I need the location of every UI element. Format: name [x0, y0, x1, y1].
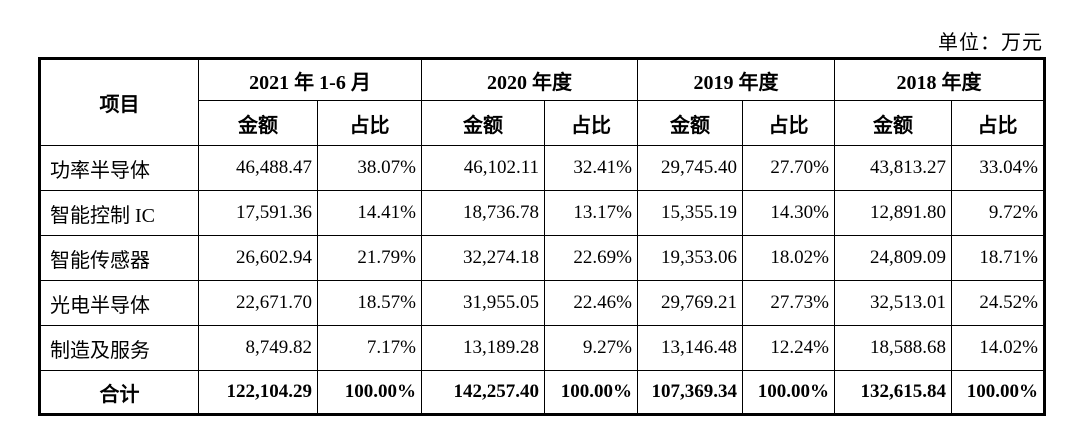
table-row: 制造及服务 8,749.82 7.17% 13,189.28 9.27% 13,…	[39, 325, 1045, 371]
header-row-subcolumns: 金额 占比 金额 占比 金额 占比 金额 占比	[40, 100, 1045, 146]
table-cell: 19,353.06	[637, 235, 743, 281]
table-cell: 46,102.11	[421, 145, 545, 191]
table-cell: 9.27%	[544, 325, 638, 371]
table-cell: 122,104.29	[198, 370, 318, 415]
amount-header: 金额	[421, 100, 545, 146]
row-label: 智能控制 IC	[39, 190, 199, 236]
table-cell: 100.00%	[317, 370, 422, 415]
table-cell: 29,769.21	[637, 280, 743, 326]
table-cell: 22.69%	[544, 235, 638, 281]
year-header-2020: 2020 年度	[421, 58, 638, 101]
table-cell: 17,591.36	[198, 190, 318, 236]
ratio-header: 占比	[742, 100, 835, 146]
total-label: 合计	[39, 370, 199, 415]
ratio-header: 占比	[951, 100, 1045, 146]
table-cell: 24.52%	[951, 280, 1045, 326]
table-cell: 8,749.82	[198, 325, 318, 371]
item-column-header: 项目	[39, 58, 199, 146]
revenue-breakdown-table: 项目 2021 年 1-6 月 2020 年度 2019 年度 2018 年度 …	[38, 57, 1046, 416]
ratio-header: 占比	[544, 100, 638, 146]
row-label: 光电半导体	[39, 280, 199, 326]
table-cell: 27.70%	[742, 145, 835, 191]
table-cell: 142,257.40	[421, 370, 545, 415]
table-cell: 12.24%	[742, 325, 835, 371]
table-cell: 9.72%	[951, 190, 1045, 236]
table-cell: 100.00%	[951, 370, 1045, 415]
table-cell: 13,189.28	[421, 325, 545, 371]
table-cell: 18.02%	[742, 235, 835, 281]
header-row-years: 项目 2021 年 1-6 月 2020 年度 2019 年度 2018 年度	[39, 58, 1045, 146]
ratio-header: 占比	[317, 100, 422, 146]
table-cell: 18,736.78	[421, 190, 545, 236]
table-cell: 100.00%	[544, 370, 638, 415]
table-cell: 31,955.05	[421, 280, 545, 326]
table-cell: 32,513.01	[834, 280, 952, 326]
table-row: 功率半导体 46,488.47 38.07% 46,102.11 32.41% …	[39, 145, 1045, 191]
unit-label: 单位：万元	[938, 32, 1043, 54]
table-cell: 38.07%	[317, 145, 422, 191]
table-cell: 18.71%	[951, 235, 1045, 281]
table-cell: 29,745.40	[637, 145, 743, 191]
table-cell: 14.30%	[742, 190, 835, 236]
table-cell: 27.73%	[742, 280, 835, 326]
table-cell: 15,355.19	[637, 190, 743, 236]
year-header-2019: 2019 年度	[637, 58, 835, 101]
row-label: 功率半导体	[39, 145, 199, 191]
table-cell: 7.17%	[317, 325, 422, 371]
table-cell: 43,813.27	[834, 145, 952, 191]
year-header-2018: 2018 年度	[834, 58, 1045, 101]
table-cell: 14.41%	[317, 190, 422, 236]
table-cell: 33.04%	[951, 145, 1045, 191]
table-cell: 13,146.48	[637, 325, 743, 371]
table-cell: 32.41%	[544, 145, 638, 191]
total-row: 合计 122,104.29 100.00% 142,257.40 100.00%…	[39, 370, 1045, 415]
table-cell: 32,274.18	[421, 235, 545, 281]
table-cell: 22,671.70	[198, 280, 318, 326]
table-cell: 18,588.68	[834, 325, 952, 371]
amount-header: 金额	[637, 100, 743, 146]
table-cell: 46,488.47	[198, 145, 318, 191]
year-header-2021: 2021 年 1-6 月	[198, 58, 422, 101]
table-cell: 100.00%	[742, 370, 835, 415]
table-cell: 21.79%	[317, 235, 422, 281]
table-row: 智能控制 IC 17,591.36 14.41% 18,736.78 13.17…	[39, 190, 1045, 236]
table-cell: 26,602.94	[198, 235, 318, 281]
table-cell: 22.46%	[544, 280, 638, 326]
table-row: 光电半导体 22,671.70 18.57% 31,955.05 22.46% …	[39, 280, 1045, 326]
table-cell: 14.02%	[951, 325, 1045, 371]
table-cell: 107,369.34	[637, 370, 743, 415]
amount-header: 金额	[198, 100, 318, 146]
table-cell: 24,809.09	[834, 235, 952, 281]
amount-header: 金额	[834, 100, 952, 146]
table-cell: 13.17%	[544, 190, 638, 236]
table-cell: 132,615.84	[834, 370, 952, 415]
table-cell: 18.57%	[317, 280, 422, 326]
table-cell: 12,891.80	[834, 190, 952, 236]
row-label: 制造及服务	[39, 325, 199, 371]
table-row: 智能传感器 26,602.94 21.79% 32,274.18 22.69% …	[39, 235, 1045, 281]
row-label: 智能传感器	[39, 235, 199, 281]
